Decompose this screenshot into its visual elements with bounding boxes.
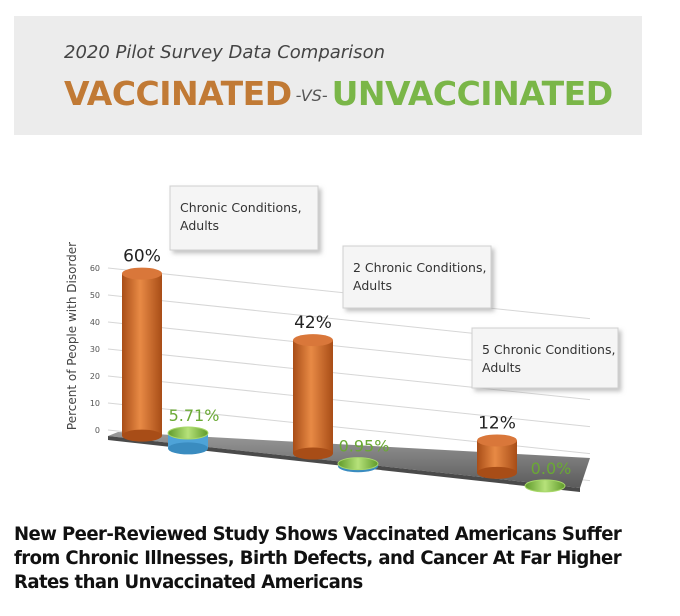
bar-unvaccinated-top [524,479,566,493]
bar-vaccinated [122,273,162,436]
y-tick-label: 20 [90,372,100,381]
category-label: 5 Chronic Conditions, [482,342,615,357]
data-label-unvaccinated: 0.0% [531,459,572,478]
bar-vaccinated-top [477,434,517,447]
bar-vaccinated-base [477,466,517,479]
bar-vaccinated-base [122,429,162,442]
unvaccinated-title: UNVACCINATED [331,74,614,113]
vaccinated-title: VACCINATED [64,74,292,113]
category-callout [342,245,492,309]
y-tick-label: 50 [90,291,100,300]
category-label: Chronic Conditions, [180,200,302,215]
y-tick-label: 10 [90,399,100,408]
header-banner: 2020 Pilot Survey Data Comparison VACCIN… [14,16,642,135]
gridline [107,375,591,428]
category-label: Adults [482,360,521,375]
category-label: 2 Chronic Conditions, [353,260,486,275]
category-callout [471,327,619,389]
bar-vaccinated-top [293,334,333,347]
article-headline: New Peer-Reviewed Study Shows Vaccinated… [14,523,622,593]
y-tick-label: 30 [90,345,100,354]
y-tick-label: 0 [95,426,100,435]
category-label: Adults [180,218,219,233]
banner-title: VACCINATED -VS- UNVACCINATED [64,74,613,113]
data-label-vaccinated: 60% [123,247,161,267]
data-label-vaccinated: 12% [478,413,516,433]
data-label-vaccinated: 42% [294,313,332,333]
bar-chart: 0 10 20 30 40 50 60 Percent of People with Diso… [65,185,619,493]
y-tick-label: 40 [90,318,100,327]
data-label-unvaccinated: 0.95% [339,437,390,456]
y-tick-label: 60 [90,264,100,273]
bar-vaccinated [293,340,333,454]
bar-vaccinated-base [293,447,333,460]
vs-separator: -VS- [295,86,328,105]
category-callout [169,185,319,251]
banner-subtitle: 2020 Pilot Survey Data Comparison [64,42,385,63]
bar-unvaccinated-base [168,442,208,455]
bar-unvaccinated-top [337,457,379,471]
data-label-unvaccinated: 5.71% [169,406,220,425]
bar-unvaccinated-top [167,426,209,440]
y-axis-label: Percent of People with Disorder [65,242,79,430]
bar-vaccinated-top [122,267,162,280]
gridline [107,348,591,401]
category-label: Adults [353,278,392,293]
